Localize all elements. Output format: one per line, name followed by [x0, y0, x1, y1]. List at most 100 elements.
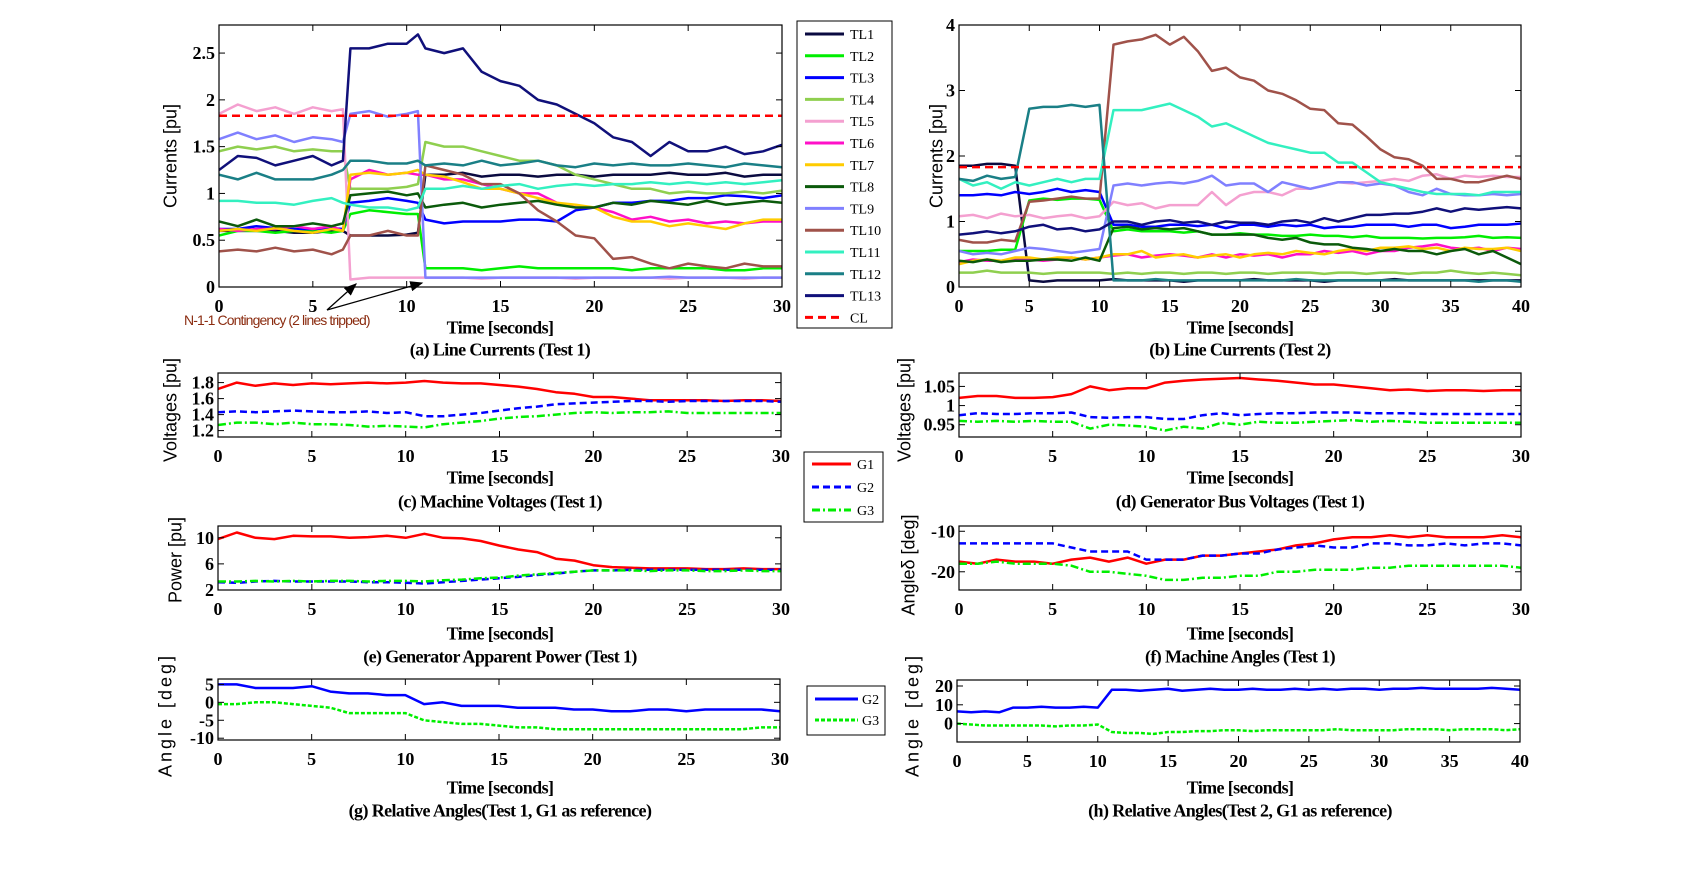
legend-box — [796, 20, 893, 329]
series-line-tl10 — [219, 164, 782, 270]
legend-entry-tl13: TL13 — [805, 290, 881, 305]
legend-entry-tl8: TL8 — [805, 181, 874, 196]
y-tick-label: 1 — [946, 212, 955, 232]
chart-e: 0 5 10 15 20 25 30 2 6 10 — [196, 525, 790, 619]
legend-entry-g3: G3 — [815, 714, 879, 729]
series-group — [219, 33, 782, 281]
series-line-g2 — [957, 686, 1520, 714]
x-tick-label: 20 — [584, 599, 602, 619]
title-g: (g) Relative Angles(Test 1, G1 as refere… — [348, 800, 652, 821]
x-tick-label: 20 — [584, 749, 602, 769]
y-tick-label: -10 — [931, 521, 955, 541]
x-tick-label: 0 — [955, 599, 964, 619]
x-tick-label: 25 — [679, 296, 697, 316]
title-c: (c) Machine Voltages (Test 1) — [398, 491, 603, 512]
legend-entry-tl7: TL7 — [805, 159, 874, 174]
x-tick-label: 25 — [1418, 446, 1436, 466]
legend-label: TL3 — [850, 72, 874, 87]
x-tick-label: 30 — [1512, 599, 1530, 619]
x-tick-label: 0 — [215, 296, 224, 316]
series-line-tl11 — [959, 102, 1521, 197]
series-line-g3 — [218, 410, 781, 429]
x-tick-label: 20 — [584, 446, 602, 466]
y-tick-label: -5 — [199, 710, 214, 730]
y-tick-label: 2 — [946, 146, 955, 166]
legend-label: TL12 — [850, 268, 881, 283]
ylabel-e: Power [pu] — [165, 516, 186, 604]
y-tick-label: 1 — [946, 396, 955, 416]
series-line-g1 — [218, 531, 781, 571]
x-tick-label: 20 — [585, 296, 603, 316]
x-tick-label: 25 — [1300, 751, 1318, 771]
x-tick-label: 35 — [1441, 751, 1459, 771]
x-tick-label: 20 — [1231, 296, 1249, 316]
x-tick-label: 5 — [1048, 599, 1057, 619]
series-line-g3 — [218, 569, 781, 583]
x-tick-label: 5 — [307, 749, 316, 769]
x-tick-label: 5 — [308, 296, 317, 316]
ylabel-c: Voltages [pu] — [160, 357, 181, 463]
x-tick-label: 30 — [772, 446, 790, 466]
x-tick-label: 25 — [678, 446, 696, 466]
x-tick-label: 10 — [397, 446, 415, 466]
plot-background — [959, 25, 1521, 287]
x-tick-label: 30 — [773, 296, 791, 316]
chart-a: 0 5 10 15 20 25 30 0 0.5 1 1.5 2 2.5 — [193, 24, 791, 316]
x-tick-label: 0 — [214, 446, 223, 466]
arrow-icon — [326, 281, 424, 311]
legend-label: TL5 — [850, 115, 874, 130]
y-tick-label: 4 — [946, 15, 955, 35]
legend-entry-g3: G3 — [812, 504, 874, 519]
y-tick-label: 1.6 — [192, 389, 215, 409]
series-line-tl13 — [219, 33, 782, 172]
x-tick-label: 0 — [953, 751, 962, 771]
xlabel-d: Time [seconds] — [1186, 467, 1294, 488]
xlabel-g: Time [seconds] — [446, 777, 554, 798]
y-tick-label: 1.5 — [193, 137, 216, 157]
legend-entry-tl10: TL10 — [805, 224, 881, 239]
x-tick-label: 5 — [307, 599, 316, 619]
y-tick-label: 10 — [935, 695, 953, 715]
x-tick-label: 10 — [1091, 296, 1109, 316]
x-tick-label: 15 — [490, 749, 508, 769]
title-b: (b) Line Currents (Test 2) — [1149, 339, 1331, 360]
series-line-tl3 — [959, 187, 1521, 230]
title-f: (f) Machine Angles (Test 1) — [1144, 646, 1336, 667]
ylabel-f: Angleδ [deg] — [898, 514, 919, 616]
y-tick-label: -20 — [931, 562, 955, 582]
series-line-g3 — [218, 701, 780, 731]
y-tick-label: 6 — [205, 554, 214, 574]
ylabel-a: Currents [pu] — [160, 103, 181, 209]
x-tick-label: 25 — [678, 599, 696, 619]
x-tick-label: 0 — [214, 599, 223, 619]
x-tick-label: 25 — [677, 749, 695, 769]
y-tick-label: 2 — [206, 90, 215, 110]
series-line-g2 — [959, 411, 1521, 421]
ylabel-d: Voltages [pu] — [894, 357, 915, 463]
legend-entry-cl: CL — [805, 311, 868, 326]
series-line-g2 — [959, 542, 1521, 561]
series-line-g1 — [218, 379, 781, 403]
plot-background — [959, 373, 1521, 437]
series-line-tl5 — [959, 173, 1521, 220]
legend-label: G3 — [857, 504, 874, 519]
series-line-g3 — [959, 418, 1521, 432]
legend-label: TL1 — [850, 28, 874, 43]
series-line-tl11 — [219, 179, 782, 212]
y-tick-label: 2.5 — [193, 43, 216, 63]
y-tick-label: 1 — [206, 183, 215, 203]
y-tick-label: 3 — [946, 81, 955, 101]
series-line-tl4 — [219, 140, 782, 195]
plot-background — [218, 373, 781, 437]
x-tick-label: 30 — [1370, 751, 1388, 771]
x-tick-label: 35 — [1442, 296, 1460, 316]
x-tick-label: 0 — [955, 296, 964, 316]
contingency-arrows — [326, 281, 424, 311]
y-tick-label: 5 — [205, 674, 214, 694]
series-group — [957, 686, 1520, 736]
legend-label: TL7 — [850, 159, 874, 174]
x-tick-label: 30 — [1512, 446, 1530, 466]
legend-label: TL8 — [850, 181, 874, 196]
chart-c: 0 5 10 15 20 25 30 1.21.41.61.8 — [192, 372, 790, 466]
